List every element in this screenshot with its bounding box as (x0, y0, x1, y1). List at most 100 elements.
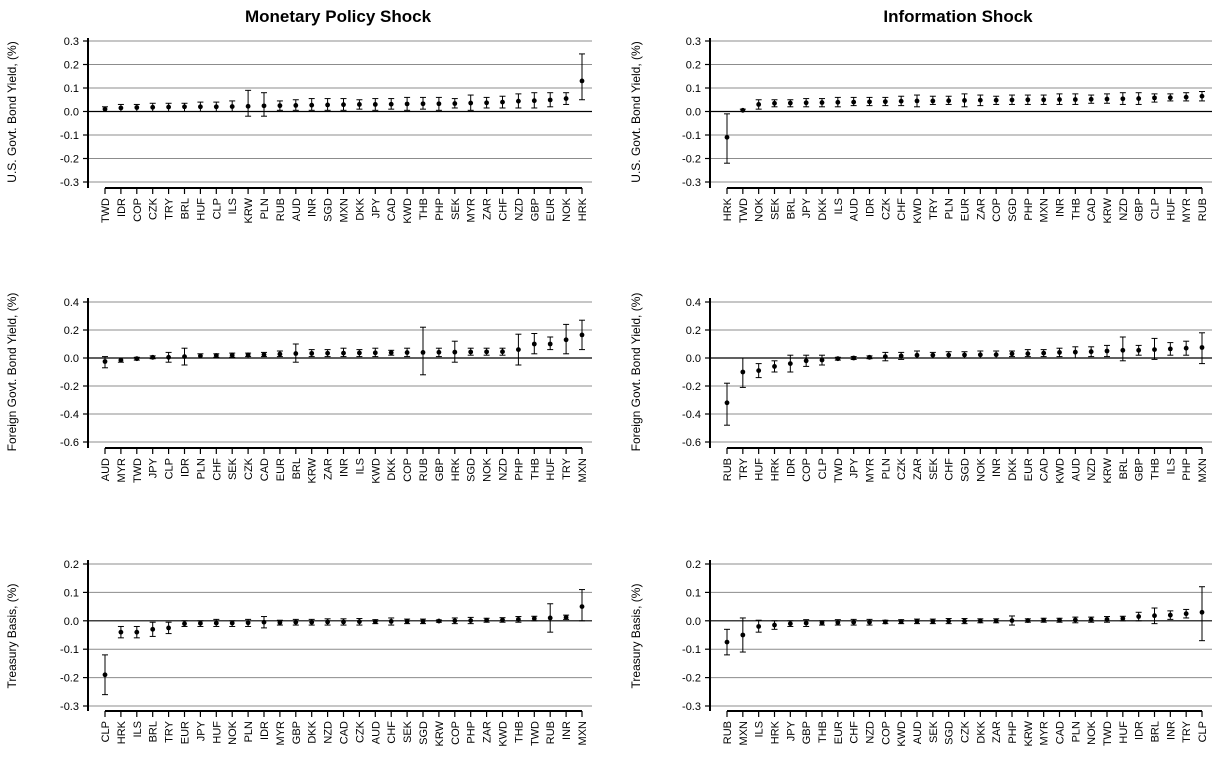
data-point (516, 616, 521, 622)
x-tick-label: SEK (227, 457, 239, 480)
data-point (1009, 351, 1015, 357)
x-tick-label: ZAR (482, 721, 494, 743)
x-tick-label: MXN (1039, 198, 1051, 223)
x-tick-label: GBP (1134, 458, 1146, 481)
data-point (930, 352, 936, 358)
data-point (1199, 609, 1205, 615)
data-point (1199, 93, 1205, 99)
x-tick-label: ZAR (912, 458, 924, 480)
y-tick-label: -0.1 (60, 644, 79, 656)
x-tick-label: PLN (243, 721, 255, 742)
data-point (1072, 349, 1078, 355)
y-axis-label: Foreign Govt. Bond Yield, (%) (629, 293, 643, 452)
x-tick-label: EUR (833, 721, 845, 744)
data-point (484, 349, 489, 355)
x-tick-label: MYR (466, 198, 478, 223)
data-point (579, 604, 585, 609)
x-tick-label: PHP (434, 198, 446, 221)
data-point (531, 341, 537, 347)
data-point (388, 618, 394, 624)
x-tick-label: BRL (1118, 458, 1130, 479)
x-tick-label: TWD (738, 198, 750, 223)
x-tick-label: ILS (754, 721, 766, 738)
data-point (1152, 613, 1157, 619)
x-tick-label: THB (1150, 458, 1162, 480)
x-tick-label: IDR (259, 721, 271, 740)
y-tick-label: 0.4 (64, 297, 79, 309)
data-point (372, 619, 378, 625)
x-tick-label: TRY (561, 457, 573, 479)
data-point (134, 356, 140, 362)
data-point (740, 632, 746, 638)
data-point (102, 672, 108, 678)
y-axis-label: U.S. Govt. Bond Yield, (%) (5, 41, 19, 182)
x-tick-label: CZK (896, 457, 908, 480)
data-point (740, 107, 746, 113)
data-point (851, 355, 857, 361)
x-tick-label: PLN (195, 458, 207, 479)
data-point (1104, 96, 1110, 102)
x-tick-label: TRY (164, 720, 176, 742)
data-point (1120, 616, 1126, 621)
y-tick-label: 0.2 (64, 559, 79, 571)
data-point (325, 102, 330, 108)
data-point (277, 103, 283, 109)
x-tick-label: KRW (1023, 720, 1035, 746)
x-tick-label: EUR (1023, 458, 1035, 481)
data-point (150, 626, 156, 632)
x-tick-label: JPY (370, 197, 382, 218)
x-tick-label: TRY (738, 457, 750, 479)
data-point (1025, 97, 1031, 103)
data-point (357, 350, 362, 356)
data-point (1041, 350, 1047, 356)
x-tick-label: THB (529, 458, 541, 480)
data-point (293, 102, 299, 108)
x-tick-label: KWD (498, 721, 510, 747)
x-tick-label: COP (132, 198, 144, 222)
y-tick-label: 0.4 (686, 297, 701, 309)
data-point (579, 332, 585, 338)
x-tick-label: INR (339, 458, 351, 477)
x-tick-label: RUB (418, 458, 430, 481)
data-point (547, 341, 553, 347)
x-tick-label: TWD (132, 458, 144, 483)
x-tick-label: KWD (402, 198, 414, 224)
panel-4: Foreign Govt. Bond Yield, (%) -0.6 -0.4 -0.… (629, 293, 1212, 484)
x-tick-label: GBP (291, 721, 303, 744)
x-tick-label: CHF (849, 721, 861, 744)
data-point (516, 98, 521, 104)
data-point (724, 639, 730, 645)
x-tick-label: CAD (1039, 458, 1051, 481)
data-point (993, 352, 999, 358)
data-point (500, 99, 505, 105)
data-point (420, 350, 426, 355)
data-point (819, 100, 825, 105)
x-tick-label: PHP (1007, 721, 1019, 744)
x-tick-label: JPY (785, 720, 797, 741)
y-tick-label: 0.0 (686, 107, 701, 119)
x-tick-label: KRW (1102, 457, 1114, 483)
x-tick-label: NOK (975, 457, 987, 482)
data-point (1041, 617, 1047, 623)
data-point (198, 104, 203, 110)
x-tick-label: MXN (738, 721, 750, 746)
x-tick-label: SEK (928, 720, 940, 743)
data-point (531, 616, 537, 621)
y-tick-label: 0.0 (686, 353, 701, 365)
data-point (946, 352, 952, 358)
data-point (1136, 347, 1142, 353)
x-tick-label: JPY (148, 457, 160, 478)
panel-1: U.S. Govt. Bond Yield, (%) -0.3 -0.2 -0.1 0.… (5, 36, 592, 224)
data-point (867, 354, 872, 360)
x-tick-label: KWD (896, 721, 908, 747)
x-tick-label: AUD (370, 721, 382, 744)
x-tick-label: CZK (880, 197, 892, 220)
y-tick-label: -0.6 (682, 437, 701, 449)
data-point (756, 102, 762, 107)
x-tick-label: CLP (211, 198, 223, 219)
data-point (1009, 97, 1015, 103)
x-tick-label: ZAR (975, 198, 987, 220)
x-tick-label: MYR (865, 458, 877, 483)
x-tick-label: GBP (1134, 198, 1146, 221)
